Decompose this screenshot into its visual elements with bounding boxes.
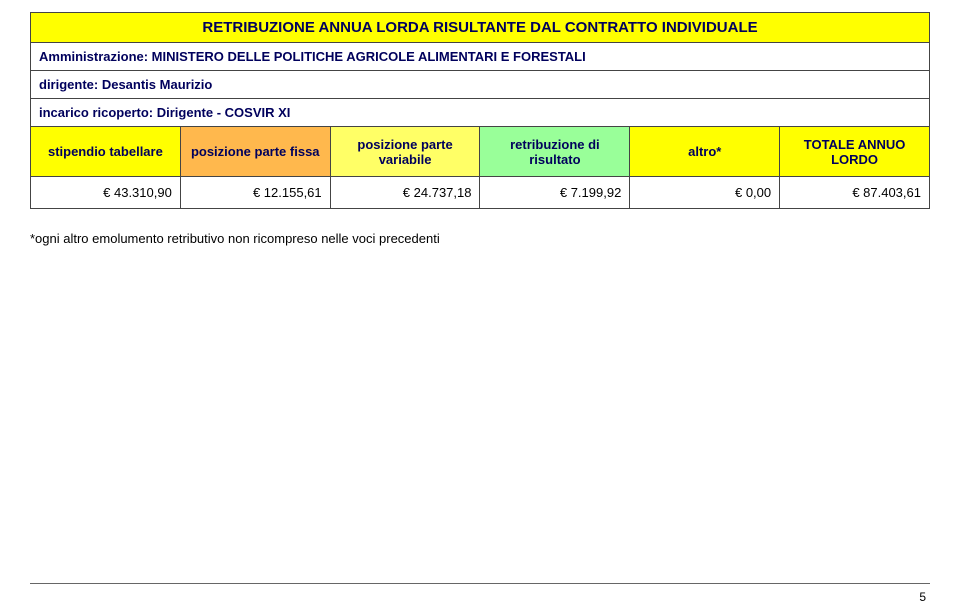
value-fissa: € 12.155,61 xyxy=(180,177,330,209)
incarico-row: incarico ricoperto: Dirigente - COSVIR X… xyxy=(31,99,930,127)
admin-row: Amministrazione: MINISTERO DELLE POLITIC… xyxy=(31,43,930,71)
col-header-variabile: posizione parte variabile xyxy=(330,127,480,177)
footer-rule xyxy=(30,583,930,584)
value-risultato: € 7.199,92 xyxy=(480,177,630,209)
value-row: € 43.310,90 € 12.155,61 € 24.737,18 € 7.… xyxy=(31,177,930,209)
col-header-fissa: posizione parte fissa xyxy=(180,127,330,177)
dirigente-row: dirigente: Desantis Maurizio xyxy=(31,71,930,99)
salary-table: RETRIBUZIONE ANNUA LORDA RISULTANTE DAL … xyxy=(30,12,930,209)
col-header-risultato: retribuzione di risultato xyxy=(480,127,630,177)
page-number: 5 xyxy=(919,590,926,604)
value-altro: € 0,00 xyxy=(630,177,780,209)
footnote: *ogni altro emolumento retributivo non r… xyxy=(30,231,930,246)
title-row: RETRIBUZIONE ANNUA LORDA RISULTANTE DAL … xyxy=(31,13,930,43)
col-header-altro: altro* xyxy=(630,127,780,177)
col-header-totale: TOTALE ANNUO LORDO xyxy=(780,127,930,177)
header-row: stipendio tabellare posizione parte fiss… xyxy=(31,127,930,177)
value-variabile: € 24.737,18 xyxy=(330,177,480,209)
page: RETRIBUZIONE ANNUA LORDA RISULTANTE DAL … xyxy=(0,0,960,614)
col-header-stipendio: stipendio tabellare xyxy=(31,127,181,177)
value-totale: € 87.403,61 xyxy=(780,177,930,209)
value-stipendio: € 43.310,90 xyxy=(31,177,181,209)
